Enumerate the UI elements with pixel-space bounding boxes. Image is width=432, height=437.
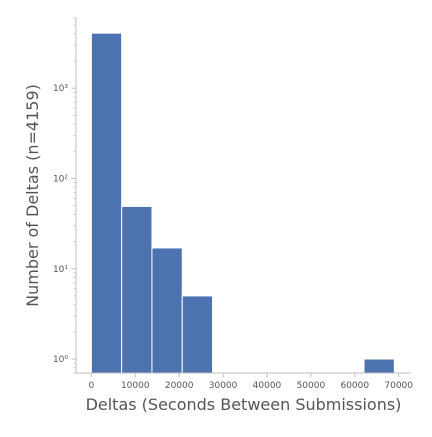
x-tick-label: 20000 [165,381,194,391]
bars-group [90,32,395,374]
x-tick-label: 70000 [384,381,413,391]
histogram-bar-2 [151,247,183,374]
x-ticks: 0 10000 20000 30000 40000 50000 60000 70000 [88,373,413,391]
y-tick-label: 10³ [53,84,68,94]
x-tick-label: 0 [88,381,94,391]
x-tick-label: 60000 [340,381,369,391]
y-tick-label: 10¹ [53,265,68,275]
histogram-bar-4 [363,358,395,374]
x-tick-label: 30000 [209,381,238,391]
histogram-bar-0 [90,32,123,374]
x-tick-label: 40000 [253,381,282,391]
x-axis-title: Deltas (Seconds Between Submissions) [86,395,402,414]
x-tick-label: 10000 [121,381,150,391]
y-major-ticks: 10⁰ 10¹ 10² 10³ [53,84,76,365]
y-axis-title: Number of Deltas (n=4159) [23,84,42,307]
y-tick-label: 10² [53,174,68,184]
histogram-bar-1 [121,205,153,374]
y-tick-label: 10⁰ [53,355,68,365]
histogram-bar-3 [181,295,214,374]
x-tick-label: 50000 [297,381,326,391]
